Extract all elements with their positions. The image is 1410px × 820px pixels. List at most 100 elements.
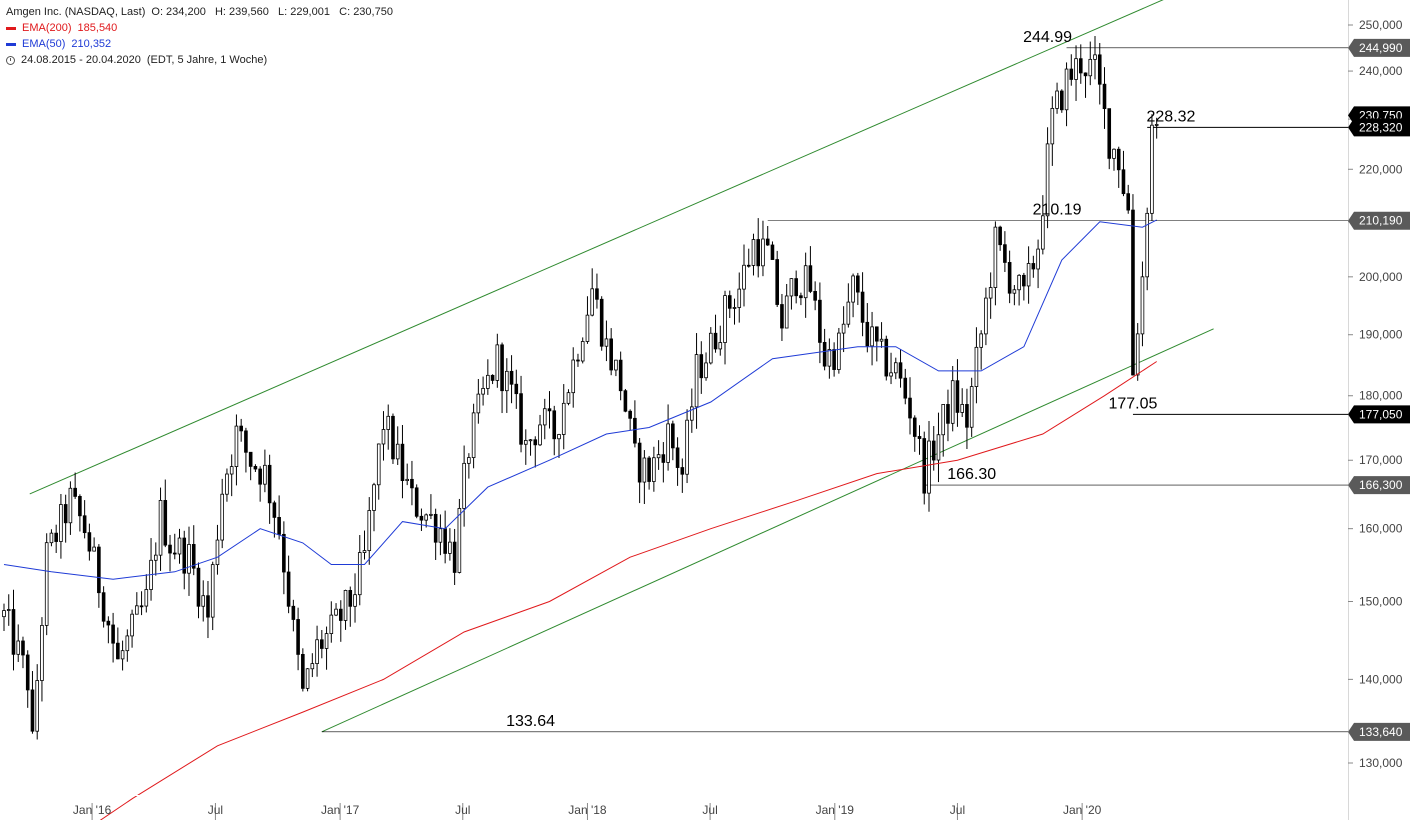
- candle-body: [253, 465, 258, 470]
- candle-body: [746, 264, 751, 267]
- plot-area: 244.99 228.32 210.19 177.05 166.30 133.64: [2, 0, 1348, 820]
- candle-body: [813, 291, 817, 301]
- y-tick-label: 130,000: [1359, 756, 1403, 770]
- candle-body: [486, 374, 490, 389]
- candle-body: [903, 377, 908, 399]
- y-tick-label: 170,000: [1359, 453, 1403, 467]
- candle-body: [960, 404, 964, 413]
- ema50-value: 210,352: [71, 38, 112, 50]
- candle-body: [182, 537, 187, 574]
- candle-body: [291, 605, 296, 620]
- candle-body: [822, 341, 827, 367]
- candle-body: [908, 397, 912, 419]
- x-tick-label: Jan '19: [816, 803, 855, 817]
- candle-body: [120, 650, 125, 660]
- candle-body: [452, 541, 457, 573]
- candle-body: [16, 640, 21, 655]
- level-annotation: 228.32: [1146, 108, 1195, 125]
- candle-body: [348, 590, 353, 607]
- x-tick-label: Jan '16: [73, 803, 112, 817]
- level-annotation: 133.64: [506, 713, 555, 730]
- candle-body: [552, 410, 557, 440]
- candle-body: [286, 571, 291, 607]
- chart-legend: Amgen Inc. (NASDAQ, Last) O: 234,200 H: …: [6, 4, 393, 68]
- candle-body: [974, 346, 979, 387]
- candle-body: [1112, 148, 1116, 159]
- candle-body: [391, 415, 395, 460]
- candle-body: [946, 404, 950, 424]
- legend-ema50-row[interactable]: EMA(50) 210,352: [6, 36, 393, 52]
- candle-body: [780, 304, 784, 329]
- candle-body: [248, 451, 253, 467]
- candle-body: [561, 402, 566, 435]
- candle-body: [1107, 108, 1112, 159]
- candle-body: [334, 608, 338, 616]
- candle-body: [320, 639, 324, 649]
- candle-body: [376, 443, 381, 486]
- candle-body: [912, 417, 917, 437]
- candle-body: [770, 244, 775, 260]
- candle-body: [832, 349, 836, 370]
- candle-body: [1041, 215, 1045, 250]
- candle-body: [761, 238, 765, 267]
- candle-body: [837, 332, 841, 370]
- level-price-badge: 210,190: [1348, 211, 1410, 230]
- candle-body: [277, 517, 281, 535]
- candle-body: [6, 609, 11, 611]
- date-range: 24.08.2015 - 20.04.2020: [21, 54, 141, 66]
- y-tick-label: 180,000: [1359, 389, 1403, 403]
- candle-body: [965, 404, 969, 428]
- y-tick-label: 240,000: [1359, 64, 1403, 78]
- candle-body: [168, 544, 172, 554]
- candle-body: [101, 592, 106, 622]
- candle-body: [135, 605, 139, 615]
- level-annotation: 166.30: [947, 466, 996, 483]
- candle-body: [448, 541, 452, 554]
- candle-body: [576, 359, 580, 362]
- candle-body: [704, 362, 708, 379]
- candle-body: [723, 295, 727, 343]
- candle-body: [353, 594, 357, 607]
- candle-body: [1007, 262, 1012, 294]
- candle-body: [846, 301, 851, 325]
- axis-badge-label: 228,320: [1359, 120, 1403, 134]
- candle-body: [78, 496, 82, 517]
- candle-body: [742, 264, 746, 290]
- candle-body: [92, 546, 96, 552]
- candle-body: [267, 464, 272, 504]
- candle-body: [1121, 169, 1126, 195]
- candle-body: [538, 424, 542, 446]
- candle-body: [642, 457, 647, 483]
- candle-body: [234, 425, 239, 467]
- candle-body: [917, 436, 922, 439]
- ema50-line: [3, 219, 1157, 580]
- candle-body: [1031, 263, 1036, 270]
- ema200-swatch: [6, 26, 16, 30]
- candles: [2, 36, 1159, 740]
- candle-body: [533, 439, 538, 446]
- legend-ema200-row[interactable]: EMA(200) 185,540: [6, 20, 393, 36]
- candle-body: [718, 342, 723, 350]
- candle-body: [187, 544, 191, 574]
- level-annotation: 210.19: [1033, 202, 1082, 219]
- candle-body: [661, 454, 666, 463]
- candle-body: [263, 464, 267, 485]
- candle-body: [424, 514, 428, 521]
- candle-body: [936, 434, 941, 461]
- candle-body: [590, 288, 594, 316]
- candle-body: [59, 504, 63, 542]
- candle-body: [163, 500, 168, 546]
- y-tick-label: 160,000: [1359, 522, 1403, 536]
- candle-body: [191, 544, 196, 569]
- level-price-badge: 133,640: [1348, 722, 1410, 741]
- level-price-badge: 166,300: [1348, 476, 1410, 495]
- candle-body: [310, 663, 315, 670]
- candle-body: [647, 457, 651, 482]
- candle-body: [775, 259, 779, 305]
- x-tick-label: Jan '20: [1063, 803, 1102, 817]
- candle-body: [144, 589, 149, 607]
- candle-body: [727, 295, 732, 309]
